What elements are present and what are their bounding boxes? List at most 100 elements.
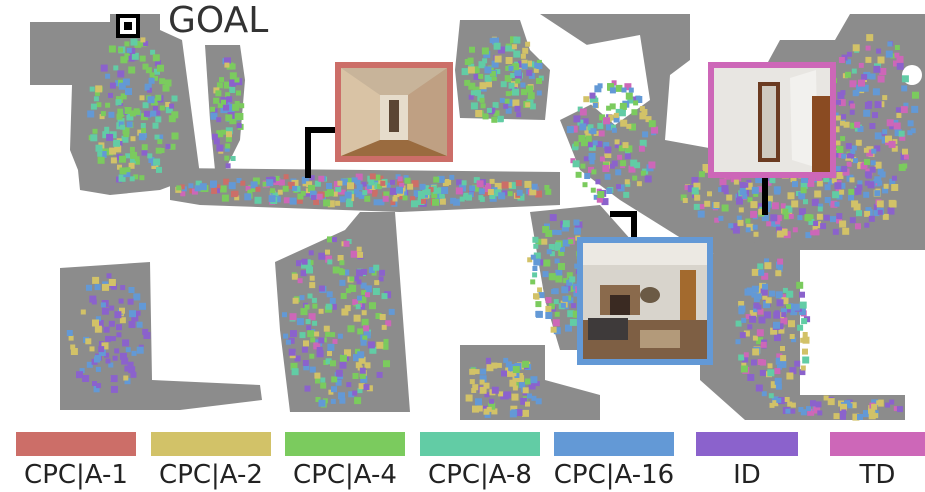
trajectory-point xyxy=(791,200,799,208)
trajectory-point xyxy=(344,349,351,357)
trajectory-point xyxy=(787,192,795,200)
trajectory-point xyxy=(509,410,517,418)
trajectory-point xyxy=(124,378,131,385)
trajectory-point xyxy=(789,367,797,375)
trajectory-point xyxy=(505,57,513,64)
trajectory-point xyxy=(473,177,480,184)
trajectory-point xyxy=(536,59,542,65)
trajectory-point xyxy=(484,392,490,398)
trajectory-point xyxy=(92,276,100,284)
trajectory-point xyxy=(122,78,130,86)
trajectory-point xyxy=(121,357,129,365)
trajectory-point xyxy=(296,197,303,204)
trajectory-point xyxy=(349,276,355,282)
trajectory-point xyxy=(314,331,320,337)
trajectory-point xyxy=(221,194,229,202)
trajectory-point xyxy=(332,191,338,197)
trajectory-point xyxy=(597,122,604,129)
trajectory-point xyxy=(413,190,421,198)
trajectory-point xyxy=(354,276,360,282)
trajectory-point xyxy=(849,217,856,224)
trajectory-point xyxy=(597,191,605,198)
trajectory-point xyxy=(142,328,149,335)
trajectory-point xyxy=(757,186,764,193)
trajectory-point xyxy=(758,316,766,324)
legend-item-cpca-2: CPC|A-2 xyxy=(151,432,271,492)
trajectory-point xyxy=(505,361,512,368)
trajectory-point xyxy=(874,190,881,197)
trajectory-point xyxy=(785,408,791,414)
trajectory-point xyxy=(210,180,217,188)
trajectory-point xyxy=(101,307,109,315)
trajectory-point xyxy=(737,219,744,226)
trajectory-point xyxy=(468,94,474,100)
trajectory-point xyxy=(756,304,762,310)
trajectory-point xyxy=(630,159,638,167)
trajectory-point xyxy=(114,311,122,319)
trajectory-point xyxy=(699,204,705,210)
trajectory-point xyxy=(140,123,146,128)
trajectory-point xyxy=(118,82,126,90)
trajectory-point xyxy=(96,102,102,108)
trajectory-point xyxy=(482,405,488,411)
trajectory-point xyxy=(308,313,316,321)
trajectory-point xyxy=(639,112,647,120)
trajectory-point xyxy=(381,293,388,300)
trajectory-point xyxy=(103,326,110,333)
trajectory-point xyxy=(823,176,830,183)
trajectory-point xyxy=(236,113,244,120)
trajectory-point xyxy=(129,310,136,318)
trajectory-point xyxy=(153,158,161,166)
trajectory-point xyxy=(112,355,118,361)
trajectory-point xyxy=(788,320,795,328)
trajectory-point xyxy=(618,145,625,152)
trajectory-point xyxy=(752,348,760,356)
trajectory-point xyxy=(461,180,467,186)
trajectory-point xyxy=(480,368,487,375)
trajectory-point xyxy=(552,229,558,235)
trajectory-point xyxy=(802,348,808,355)
trajectory-point xyxy=(357,251,364,258)
trajectory-point xyxy=(213,138,220,145)
trajectory-point xyxy=(624,83,632,91)
trajectory-point xyxy=(816,213,823,220)
trajectory-point xyxy=(554,311,560,317)
trajectory-point xyxy=(301,176,309,184)
trajectory-point xyxy=(357,351,365,359)
trajectory-point xyxy=(776,397,782,403)
trajectory-point xyxy=(300,308,308,316)
trajectory-point xyxy=(307,293,313,299)
trajectory-point xyxy=(404,177,411,184)
trajectory-point xyxy=(296,318,304,326)
trajectory-point xyxy=(353,354,360,362)
trajectory-point xyxy=(366,385,373,392)
trajectory-point xyxy=(535,398,542,405)
trajectory-point xyxy=(882,187,889,194)
trajectory-point xyxy=(521,59,528,66)
trajectory-point xyxy=(776,353,783,360)
trajectory-point xyxy=(127,298,134,305)
trajectory-point xyxy=(741,362,747,368)
trajectory-point xyxy=(346,177,354,185)
trajectory-point xyxy=(756,337,764,345)
trajectory-point xyxy=(285,339,291,345)
trajectory-point xyxy=(733,179,739,185)
trajectory-point xyxy=(108,45,116,53)
trajectory-point xyxy=(562,295,569,302)
trajectory-point xyxy=(771,202,779,210)
trajectory-point xyxy=(287,181,295,189)
trajectory-point xyxy=(512,88,519,96)
trajectory-point xyxy=(383,191,390,198)
trajectory-point xyxy=(848,188,855,195)
trajectory-point xyxy=(746,287,753,294)
trajectory-point xyxy=(768,393,774,399)
trajectory-point xyxy=(766,195,773,202)
trajectory-point xyxy=(361,318,369,326)
trajectory-point xyxy=(325,249,330,255)
trajectory-point xyxy=(362,190,368,196)
trajectory-point xyxy=(777,397,785,405)
trajectory-point xyxy=(636,181,642,187)
trajectory-point xyxy=(585,131,592,138)
trajectory-point xyxy=(484,66,492,74)
trajectory-point xyxy=(796,281,804,289)
